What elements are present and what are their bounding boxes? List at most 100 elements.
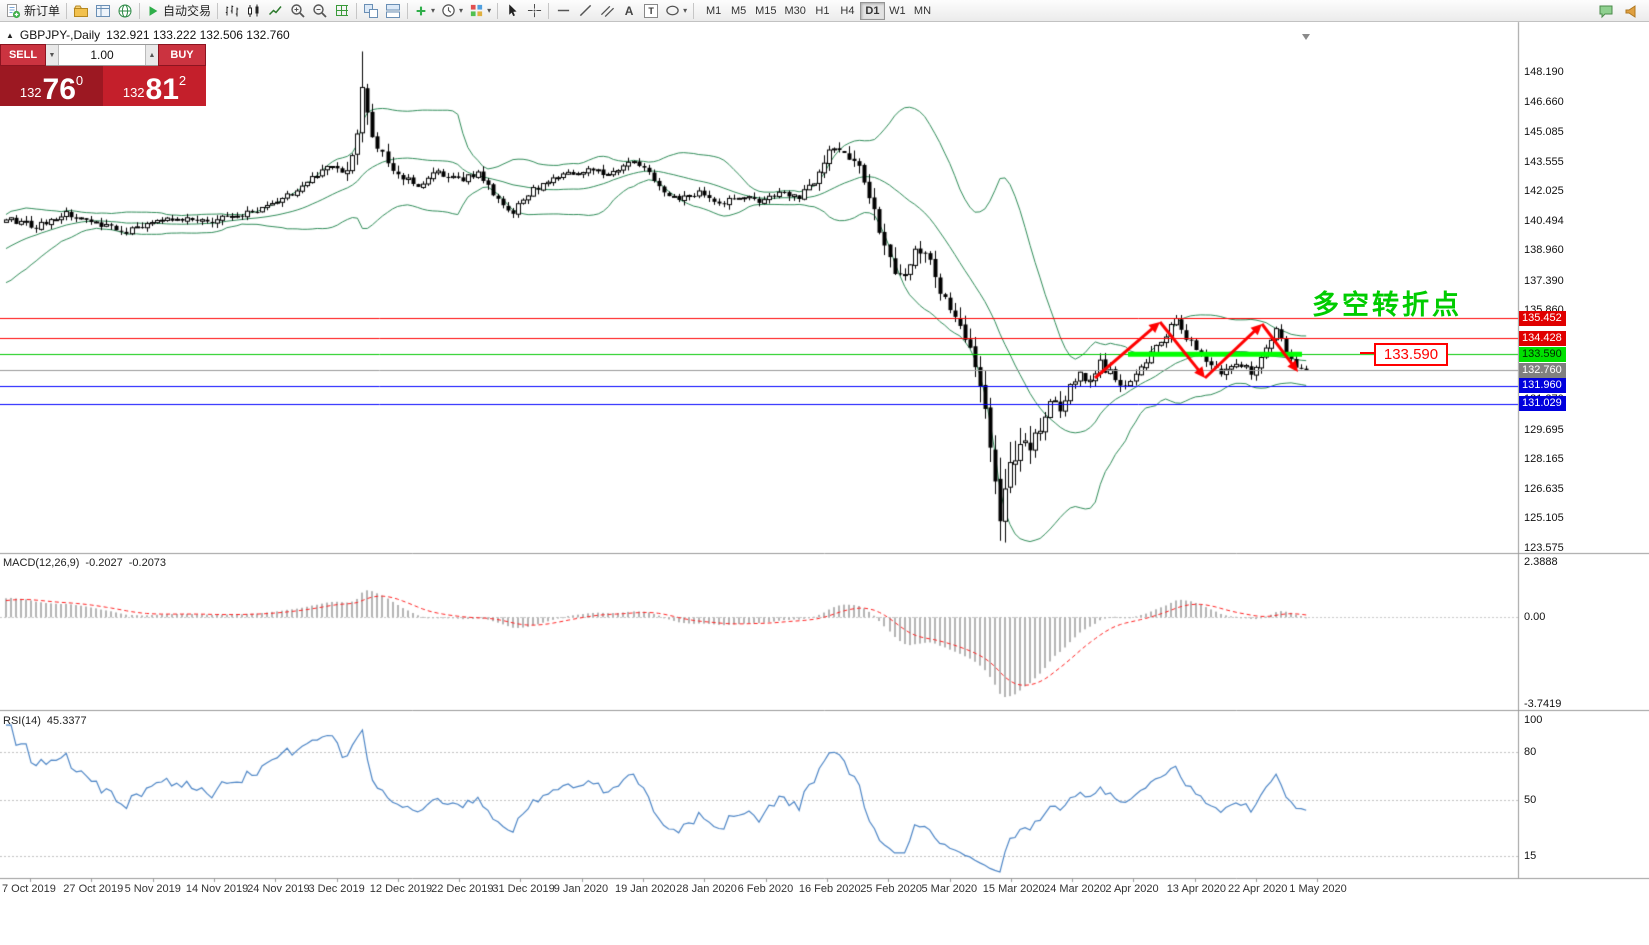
timeframe-H4[interactable]: H4 <box>835 2 860 20</box>
autotrading-button[interactable]: 自动交易 <box>143 1 214 21</box>
market-watch-button[interactable] <box>70 1 92 21</box>
tile-windows-button[interactable] <box>382 1 404 21</box>
grid-icon <box>336 4 349 16</box>
sell-price[interactable]: 132 76 0 <box>0 66 103 106</box>
rsi-label: RSI(14) <box>3 715 41 727</box>
timeframe-M15[interactable]: M15 <box>751 2 780 20</box>
toolbar: 新订单 自动交易 ▾ ▾ ▾ A T ▾ M1 M <box>0 0 1649 22</box>
line-chart-icon <box>269 5 282 15</box>
new-order-button[interactable]: 新订单 <box>2 1 63 21</box>
macd-value-signal: -0.2073 <box>128 557 167 569</box>
sell-button[interactable]: SELL <box>0 44 46 66</box>
cursor-button[interactable] <box>501 1 523 21</box>
cascade-windows-icon <box>364 3 379 18</box>
symbol-ohlc: 132.921 133.222 132.506 132.760 <box>106 28 290 42</box>
buy-price-prefix: 132 <box>122 85 145 100</box>
trade-panel-controls: SELL ▼ 1.00 ▲ BUY <box>0 44 206 66</box>
boxed-price-annotation[interactable]: 133.590 <box>1374 343 1448 366</box>
templates-button[interactable]: ▾ <box>466 1 494 21</box>
chat-button[interactable] <box>1595 1 1617 21</box>
chevron-down-icon: ▾ <box>487 5 492 15</box>
turning-point-annotation[interactable]: 多空转折点 <box>1312 290 1462 320</box>
periods-button[interactable]: ▾ <box>438 1 466 21</box>
toolbar-separator <box>497 2 499 19</box>
timeframe-M30[interactable]: M30 <box>781 2 810 20</box>
timeframe-M1[interactable]: M1 <box>701 2 726 20</box>
timeframe-MN[interactable]: MN <box>910 2 935 20</box>
text-label-icon: T <box>644 3 659 18</box>
one-click-trading-panel: SELL ▼ 1.00 ▲ BUY 132 76 0 132 81 2 <box>0 44 206 106</box>
bar-chart-button[interactable] <box>221 1 243 21</box>
text-tool-button[interactable]: A <box>618 1 640 21</box>
buy-button[interactable]: BUY <box>158 44 206 66</box>
news-button[interactable] <box>1621 1 1643 21</box>
data-window-icon <box>96 4 111 17</box>
clock-icon <box>442 4 455 17</box>
candlestick-chart-button[interactable] <box>243 1 265 21</box>
zoom-out-button[interactable] <box>309 1 331 21</box>
trade-panel-prices: 132 76 0 132 81 2 <box>0 66 206 106</box>
chart-shift-marker[interactable] <box>1302 34 1310 40</box>
timeframe-H1[interactable]: H1 <box>810 2 835 20</box>
toolbar-separator <box>217 2 219 19</box>
sell-price-big: 76 <box>42 72 76 106</box>
toolbar-separator <box>407 2 409 19</box>
one-click-panel-toggle[interactable]: ▲ <box>6 30 14 40</box>
macd-label: MACD(12,26,9) <box>3 557 80 569</box>
toolbar-separator <box>66 2 68 19</box>
macd-value-main: -0.2027 <box>85 557 123 569</box>
text-label-tool-button[interactable]: T <box>640 1 662 21</box>
chevron-down-icon: ▾ <box>431 5 436 15</box>
toolbar-separator <box>548 2 550 19</box>
cursor-icon <box>508 4 517 17</box>
boxed-price-tick-line <box>1360 352 1374 354</box>
add-indicator-button[interactable]: ▾ <box>411 1 438 21</box>
bar-chart-icon <box>225 5 239 16</box>
zoom-out-icon <box>313 3 327 18</box>
cascade-windows-button[interactable] <box>360 1 382 21</box>
sell-price-prefix: 132 <box>19 85 42 100</box>
volume-control: ▼ 1.00 ▲ <box>46 44 158 66</box>
new-order-icon <box>7 3 21 18</box>
zoom-in-button[interactable] <box>287 1 309 21</box>
shapes-icon <box>666 5 679 16</box>
symbol-info: ▲ GBPJPY-,Daily 132.921 133.222 132.506 … <box>6 28 290 42</box>
data-window-button[interactable] <box>92 1 114 21</box>
timeframe-M5[interactable]: M5 <box>726 2 751 20</box>
horizontal-line-icon <box>557 9 569 12</box>
rsi-label-row: RSI(14) 45.3377 <box>3 715 87 727</box>
volume-increase-button[interactable]: ▲ <box>145 45 158 65</box>
trendline-icon <box>579 4 591 17</box>
crosshair-icon <box>527 3 541 18</box>
zoom-in-icon <box>291 3 305 18</box>
horizontal-line-tool-button[interactable] <box>552 1 574 21</box>
templates-icon <box>470 4 483 17</box>
text-tool-icon: A <box>624 3 634 18</box>
toolbar-separator <box>139 2 141 19</box>
buy-price[interactable]: 132 81 2 <box>103 66 206 106</box>
toolbar-separator <box>693 2 695 19</box>
buy-price-big: 81 <box>145 72 179 106</box>
sell-price-sup: 0 <box>75 73 84 88</box>
toolbar-separator <box>356 2 358 19</box>
trendline-tool-button[interactable] <box>574 1 596 21</box>
crosshair-button[interactable] <box>523 1 545 21</box>
mql-community-button[interactable] <box>114 1 136 21</box>
chat-icon <box>1599 5 1613 19</box>
shapes-tool-button[interactable]: ▾ <box>662 1 690 21</box>
auto-scroll-grid-button[interactable] <box>331 1 353 21</box>
line-chart-button[interactable] <box>265 1 287 21</box>
volume-decrease-button[interactable]: ▼ <box>46 45 59 65</box>
channel-tool-button[interactable] <box>596 1 618 21</box>
timeframe-W1[interactable]: W1 <box>885 2 910 20</box>
chevron-down-icon: ▾ <box>683 5 688 15</box>
autotrading-label: 自动交易 <box>163 4 212 18</box>
symbol-title: GBPJPY-,Daily <box>19 28 101 42</box>
megaphone-icon <box>1625 5 1636 18</box>
volume-input[interactable]: 1.00 <box>90 48 114 62</box>
rsi-value: 45.3377 <box>46 715 87 727</box>
timeframe-D1[interactable]: D1 <box>859 1 885 20</box>
timeframe-group: M1 M5 M15 M30 H1 H4 D1 W1 MN <box>701 1 935 20</box>
buy-price-sup: 2 <box>178 73 187 88</box>
